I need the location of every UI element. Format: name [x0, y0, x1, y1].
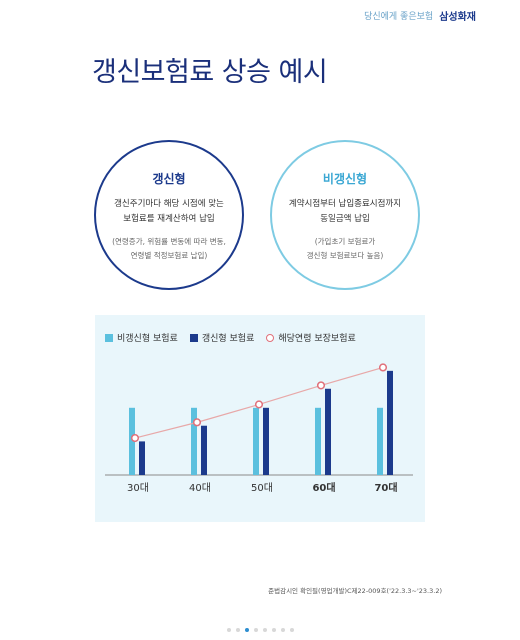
bar-renewal — [325, 388, 331, 475]
page-dot[interactable] — [262, 628, 267, 632]
bar-renewal — [201, 425, 207, 475]
legend-label-age-premium: 해당연령 보장보험료 — [278, 334, 356, 344]
renewal-circle: 갱신형 갱신주기마다 해당 시점에 맞는 보험료를 재계산하여 납입 (연령증가… — [94, 140, 244, 290]
chart-svg: 30대 40대 50대 60대 70대 — [105, 363, 413, 494]
renewal-desc: 갱신주기마다 해당 시점에 맞는 보험료를 재계산하여 납입 — [96, 197, 242, 227]
renewal-desc-line: 보험료를 재계산하여 납입 — [123, 214, 215, 224]
page-dot[interactable] — [289, 628, 294, 632]
non-renewal-note-line: (가입초기 보험료가 — [314, 237, 376, 246]
renewal-note: (연령증가, 위험률 변동에 따라 변동, 연령별 적정보험료 납입) — [96, 235, 242, 263]
brand-logo: 삼성화재 — [439, 12, 476, 23]
chart-legend: 비갱신형 보험료 갱신형 보험료 해당연령 보장보험료 — [105, 331, 356, 344]
renewal-note-line: 연령별 적정보험료 납입) — [130, 251, 208, 260]
legend-item-non-renewal: 비갱신형 보험료 — [105, 331, 178, 344]
legend-swatch-non-renewal — [105, 333, 113, 342]
age-premium-point — [254, 400, 264, 409]
page-dot[interactable] — [244, 628, 249, 632]
age-premium-point — [130, 433, 140, 443]
non-renewal-desc-line: 동일금액 납입 — [320, 214, 370, 224]
bar-non-renewal — [377, 407, 383, 475]
age-premium-point — [316, 381, 326, 390]
x-tick-label: 30대 — [127, 482, 149, 494]
non-renewal-title: 비갱신형 — [322, 172, 368, 186]
x-tick-label: 40대 — [189, 482, 211, 494]
age-premium-point — [378, 363, 388, 372]
bar-non-renewal — [191, 407, 197, 475]
page-dot[interactable] — [271, 628, 276, 632]
bar-renewal — [139, 441, 145, 475]
compliance-footnote: 준법감시인 확인필(영업개발)C제22-009호('22.3.3~'23.3.2… — [268, 587, 442, 595]
header-tagline: 당신에게 좋은보험 — [364, 12, 434, 22]
legend-swatch-renewal — [189, 333, 198, 342]
bar-renewal — [387, 370, 393, 475]
legend-item-renewal: 갱신형 보험료 — [189, 331, 255, 344]
bar-renewal — [263, 407, 269, 475]
legend-label-renewal: 갱신형 보험료 — [201, 334, 255, 344]
x-tick-label: 50대 — [251, 482, 273, 494]
page-indicator — [0, 628, 520, 632]
non-renewal-circle: 비갱신형 계약시점부터 납입종료시점까지 동일금액 납입 (가입초기 보험료가 … — [270, 140, 420, 290]
legend-item-age-premium: 해당연령 보장보험료 — [266, 331, 356, 344]
x-tick-label: 70대 — [374, 481, 397, 494]
page-dot[interactable] — [253, 628, 258, 632]
legend-marker-age-premium — [266, 333, 275, 342]
non-renewal-desc: 계약시점부터 납입종료시점까지 동일금액 납입 — [272, 197, 418, 227]
page-dot[interactable] — [280, 628, 285, 632]
renewal-desc-line: 갱신주기마다 해당 시점에 맞는 — [114, 199, 224, 209]
bar-non-renewal — [129, 407, 135, 475]
chart-panel: 비갱신형 보험료 갱신형 보험료 해당연령 보장보험료 30대 40대 50대 60대… — [95, 315, 425, 522]
non-renewal-note: (가입초기 보험료가 갱신형 보험료보다 높음) — [272, 235, 418, 263]
bar-non-renewal — [253, 407, 259, 475]
bar-non-renewal — [315, 407, 321, 475]
renewal-title: 갱신형 — [152, 172, 186, 186]
page-title: 갱신보험료 상승 예시 — [92, 57, 328, 88]
page-dot[interactable] — [226, 628, 231, 632]
page-dot[interactable] — [235, 628, 240, 632]
legend-label-non-renewal: 비갱신형 보험료 — [117, 334, 178, 344]
x-tick-label: 60대 — [312, 481, 335, 494]
age-premium-point — [192, 418, 202, 427]
non-renewal-desc-line: 계약시점부터 납입종료시점까지 — [288, 199, 402, 209]
non-renewal-note-line: 갱신형 보험료보다 높음) — [306, 251, 384, 260]
renewal-note-line: (연령증가, 위험률 변동에 따라 변동, — [112, 237, 226, 246]
header: 당신에게 좋은보험 삼성화재 — [364, 8, 476, 23]
